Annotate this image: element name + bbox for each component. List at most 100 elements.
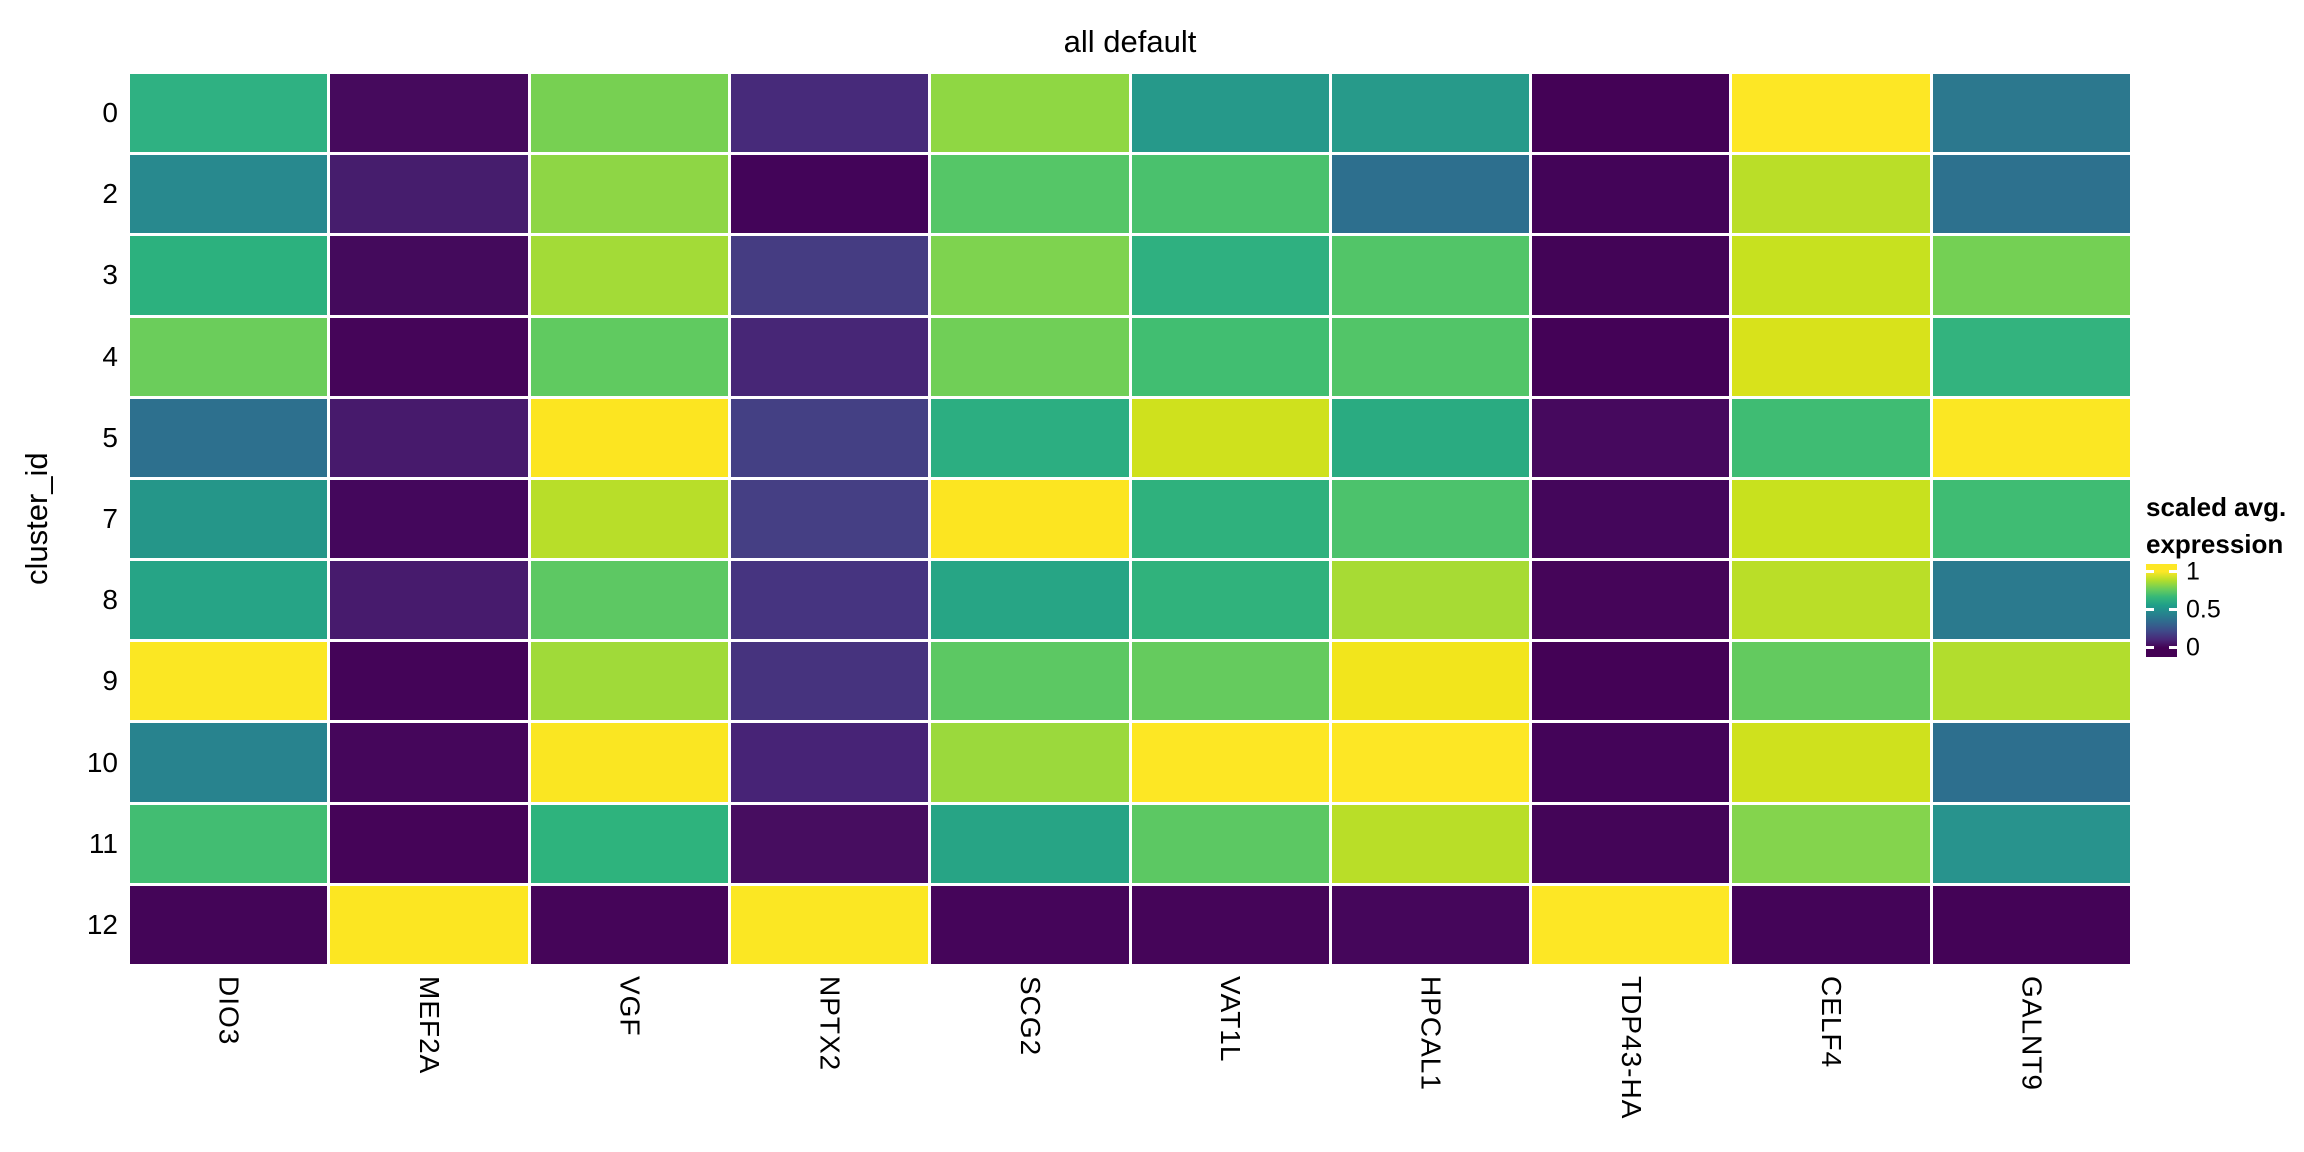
colorbar-tick bbox=[2146, 646, 2154, 650]
heatmap-cell bbox=[1331, 398, 1530, 477]
heatmap-cell bbox=[1131, 398, 1329, 477]
heatmap-cell bbox=[1131, 74, 1329, 153]
heatmap-cell bbox=[1532, 317, 1730, 396]
heatmap-cell bbox=[1932, 317, 2130, 396]
heatmap-cell bbox=[1732, 885, 1930, 964]
heatmap-cell bbox=[1732, 236, 1930, 315]
heatmap-cell bbox=[130, 642, 328, 721]
heatmap-cell bbox=[130, 804, 328, 883]
heatmap-cell bbox=[730, 236, 929, 315]
heatmap-cell bbox=[1532, 236, 1730, 315]
heatmap-cell bbox=[330, 398, 528, 477]
heatmap-cell bbox=[1932, 479, 2130, 559]
heatmap-cell bbox=[1331, 74, 1530, 153]
heatmap-cell bbox=[1732, 804, 1930, 883]
heatmap-cell bbox=[530, 155, 728, 234]
heatmap-cell bbox=[1331, 561, 1530, 640]
x-tick-label: SCG2 bbox=[1014, 976, 1046, 1057]
heatmap-cell bbox=[1932, 642, 2130, 721]
heatmap-cell bbox=[1732, 723, 1930, 802]
y-tick-label: 7 bbox=[102, 503, 118, 534]
heatmap-cell bbox=[530, 317, 728, 396]
legend-title: expression bbox=[2146, 529, 2284, 559]
heatmap-cell bbox=[330, 723, 528, 802]
heatmap-cell bbox=[330, 74, 528, 153]
heatmap-cell bbox=[1532, 804, 1730, 883]
x-tick-label: MEF2A bbox=[413, 976, 445, 1075]
heatmap-cell bbox=[931, 804, 1129, 883]
heatmap-cell bbox=[1932, 723, 2130, 802]
heatmap-cell bbox=[1331, 885, 1530, 964]
heatmap-cell bbox=[1732, 642, 1930, 721]
heatmap-cell bbox=[330, 317, 528, 396]
x-tick-label: DIO3 bbox=[213, 976, 245, 1046]
heatmap-cell bbox=[530, 479, 728, 559]
colorbar-tick-label: 0.5 bbox=[2186, 595, 2221, 624]
y-tick-label: 5 bbox=[102, 421, 118, 453]
heatmap-cell bbox=[1131, 804, 1329, 883]
colorbar-tick bbox=[2169, 608, 2177, 612]
heatmap-cell bbox=[730, 804, 929, 883]
heatmap-cell bbox=[330, 479, 528, 559]
heatmap-cell bbox=[1532, 479, 1730, 559]
heatmap-cell bbox=[130, 317, 328, 396]
heatmap-cell bbox=[931, 398, 1129, 477]
y-tick-label: 3 bbox=[102, 259, 118, 291]
colorbar-tick bbox=[2169, 646, 2177, 650]
heatmap-cell bbox=[1932, 804, 2130, 883]
heatmap-cell bbox=[1131, 561, 1329, 640]
colorbar-tick bbox=[2146, 608, 2154, 612]
heatmap-cell bbox=[730, 561, 929, 640]
heatmap-cell bbox=[931, 723, 1129, 802]
heatmap-cell bbox=[330, 642, 528, 721]
heatmap-cell bbox=[730, 723, 929, 802]
heatmap-cell bbox=[1532, 642, 1730, 721]
legend-title: scaled avg. bbox=[2146, 492, 2287, 522]
heatmap-cell bbox=[1331, 155, 1530, 234]
heatmap-cell bbox=[1532, 74, 1730, 153]
heatmap-cell bbox=[1732, 561, 1930, 640]
colorbar-tick bbox=[2169, 570, 2177, 574]
y-tick-label: 12 bbox=[86, 908, 118, 940]
x-tick-label: VAT1L bbox=[1215, 976, 1247, 1063]
x-tick-label: GALNT9 bbox=[2016, 976, 2048, 1091]
y-tick-label: 4 bbox=[102, 340, 118, 372]
heatmap-cell bbox=[1932, 155, 2130, 234]
heatmap-cell bbox=[1131, 642, 1329, 721]
heatmap-cell bbox=[330, 236, 528, 315]
heatmap-cell bbox=[931, 155, 1129, 234]
heatmap-cell bbox=[330, 804, 528, 883]
y-axis-ticks: 0 2 3 4 5 7 8 9 10 11 12 bbox=[0, 74, 118, 964]
y-tick-label: 8 bbox=[102, 584, 118, 616]
heatmap-cell bbox=[730, 74, 929, 153]
heatmap-cell bbox=[931, 236, 1129, 315]
x-tick-label: VGF bbox=[614, 976, 646, 1037]
heatmap-cell bbox=[730, 155, 929, 234]
heatmap-cell bbox=[330, 885, 528, 964]
heatmap-cell bbox=[530, 804, 728, 883]
x-tick-label: CELF4 bbox=[1816, 976, 1848, 1069]
heatmap-cell bbox=[931, 479, 1129, 559]
heatmap-cell bbox=[1932, 398, 2130, 477]
heatmap-cell bbox=[1932, 885, 2130, 964]
y-tick-label: 11 bbox=[88, 827, 118, 859]
heatmap-cell bbox=[530, 236, 728, 315]
heatmap-cell bbox=[1932, 561, 2130, 640]
heatmap-cell bbox=[130, 236, 328, 315]
heatmap-cell bbox=[931, 642, 1129, 721]
heatmap-cell bbox=[130, 723, 328, 802]
heatmap-cell bbox=[730, 317, 929, 396]
heatmap-cell bbox=[330, 155, 528, 234]
legend: scaled avg. expression 1 0.5 0 bbox=[2138, 480, 2304, 740]
heatmap-cell bbox=[130, 885, 328, 964]
heatmap-cell bbox=[530, 885, 728, 964]
heatmap-cell bbox=[1131, 723, 1329, 802]
colorbar-tick-label: 0 bbox=[2186, 633, 2200, 662]
y-tick-label: 9 bbox=[102, 665, 118, 697]
heatmap-cell bbox=[530, 723, 728, 802]
heatmap-cell bbox=[1331, 236, 1530, 315]
heatmap-cell bbox=[730, 398, 929, 477]
heatmap-cell bbox=[1331, 317, 1530, 396]
heatmap-cell bbox=[1131, 155, 1329, 234]
heatmap-cell bbox=[1532, 398, 1730, 477]
